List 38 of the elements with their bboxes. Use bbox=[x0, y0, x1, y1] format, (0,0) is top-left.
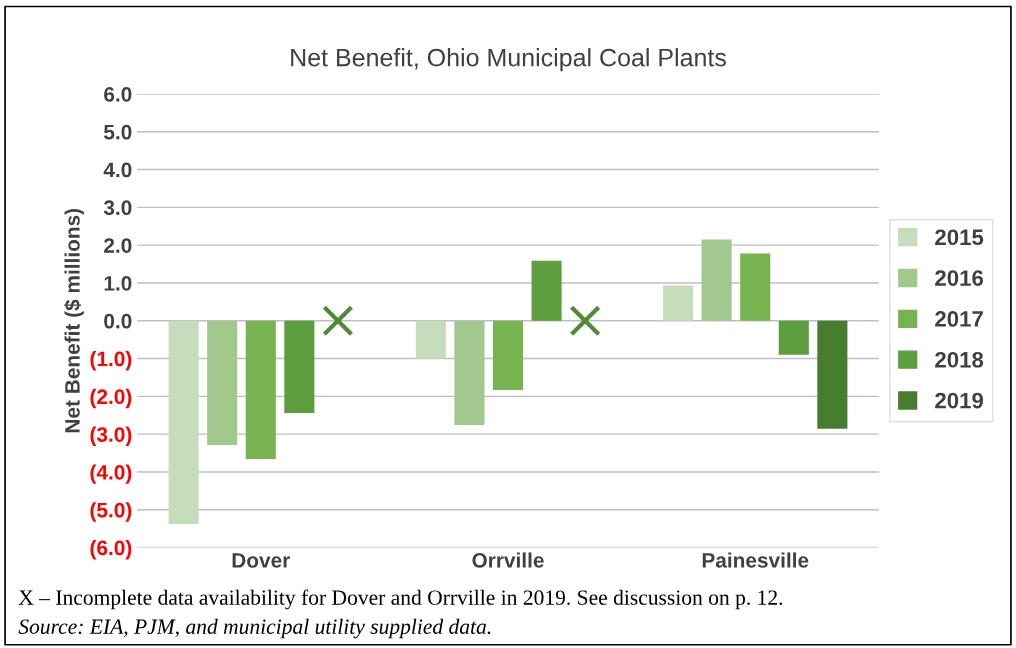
bar bbox=[663, 285, 694, 321]
bar bbox=[284, 320, 315, 413]
source-note: Source: EIA, PJM, and municipal utility supplied data. bbox=[18, 618, 491, 639]
legend-label: 2015 bbox=[935, 229, 984, 246]
y-axis-title: Net Benefit ($ millions) bbox=[64, 208, 84, 433]
legend-label: 2016 bbox=[935, 270, 984, 286]
y-tick-label: (2.0) bbox=[90, 388, 132, 409]
x-tick-label: Dover bbox=[232, 553, 290, 568]
x-tick-label: Orrville bbox=[472, 552, 544, 568]
y-tick-label: 3.0 bbox=[103, 200, 132, 216]
y-tick-label: 0.0 bbox=[104, 313, 132, 329]
y-tick-label: 1.0 bbox=[104, 275, 132, 291]
text: X – Incomplete data availability for Dover and Orrville in 2019. See discussion on p. 12. bbox=[18, 589, 783, 610]
bar bbox=[207, 320, 238, 446]
bar bbox=[701, 239, 732, 321]
y-tick-label: (4.0) bbox=[90, 464, 132, 484]
bar bbox=[531, 260, 562, 321]
legend-label: 2019 bbox=[935, 392, 984, 409]
bar bbox=[740, 253, 771, 321]
chart-title: Net Benefit, Ohio Municipal Coal Plants bbox=[291, 48, 726, 72]
bar bbox=[415, 320, 446, 359]
bar bbox=[492, 320, 524, 390]
y-tick-label: 2.0 bbox=[104, 238, 132, 253]
legend-label: 2018 bbox=[935, 351, 984, 368]
x-tick-label: Painesville bbox=[702, 552, 809, 568]
bar bbox=[817, 320, 848, 429]
y-tick-label: 4.0 bbox=[103, 162, 132, 178]
y-tick-label: 5.0 bbox=[103, 124, 132, 140]
legend-label: 2017 bbox=[935, 311, 983, 327]
y-tick-label: (6.0) bbox=[90, 540, 132, 560]
y-tick-label: (3.0) bbox=[90, 426, 132, 447]
bar bbox=[778, 320, 809, 355]
bar bbox=[168, 320, 199, 525]
y-tick-label: (1.0) bbox=[90, 351, 132, 371]
y-tick-label: 6.0 bbox=[104, 86, 132, 102]
bar bbox=[245, 320, 276, 460]
y-tick-label: (5.0) bbox=[90, 502, 132, 522]
bar bbox=[454, 320, 485, 426]
